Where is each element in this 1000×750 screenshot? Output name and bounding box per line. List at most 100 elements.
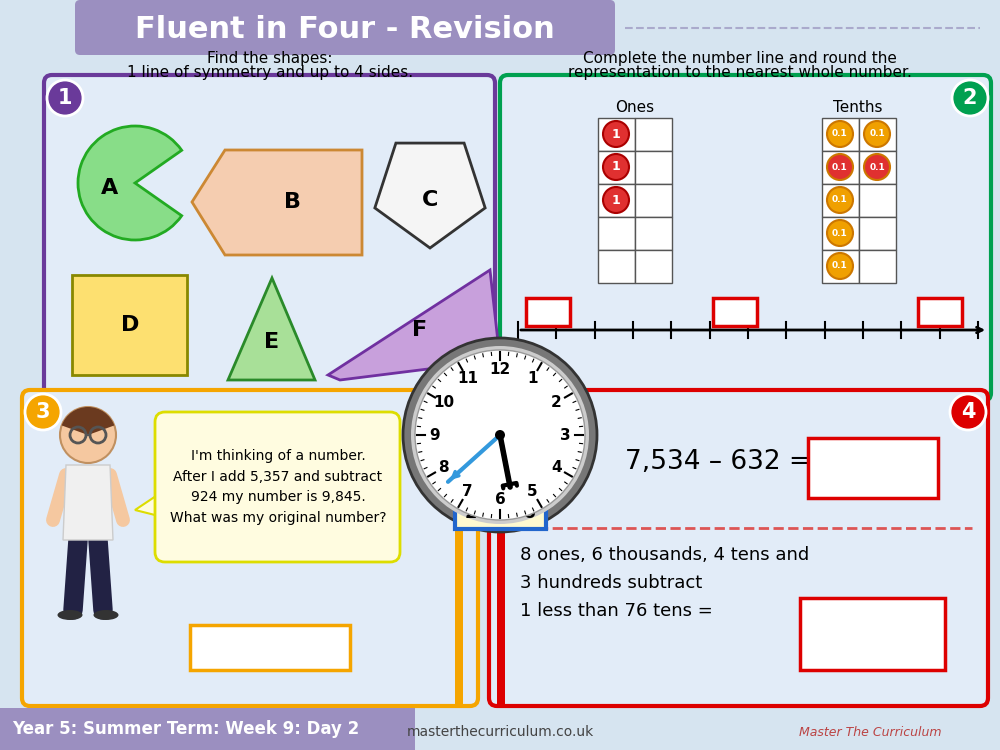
Text: 1 less than 76 tens =: 1 less than 76 tens =: [520, 602, 713, 620]
Bar: [800, 598, 945, 670]
Text: 8: 8: [438, 460, 449, 475]
Circle shape: [827, 220, 853, 246]
FancyBboxPatch shape: [155, 412, 400, 562]
Text: 2: 2: [963, 88, 977, 108]
Text: 4: 4: [551, 460, 562, 475]
Circle shape: [827, 187, 853, 213]
Bar: [859, 250, 896, 283]
Bar: [598, 250, 635, 283]
Circle shape: [403, 338, 597, 532]
Text: 1 line of symmetry and up to 4 sides.: 1 line of symmetry and up to 4 sides.: [127, 65, 413, 80]
Circle shape: [411, 346, 589, 524]
Text: F: F: [412, 320, 428, 340]
Bar: [822, 118, 859, 151]
Text: 6: 6: [495, 493, 505, 508]
Circle shape: [864, 121, 890, 147]
Polygon shape: [328, 270, 500, 380]
Bar: [598, 184, 635, 217]
Text: 0.1: 0.1: [832, 229, 848, 238]
Circle shape: [495, 430, 505, 440]
Bar: [859, 151, 896, 184]
Bar: [635, 217, 672, 250]
Circle shape: [47, 80, 83, 116]
Polygon shape: [192, 150, 362, 255]
Text: 2: 2: [551, 395, 562, 410]
Bar: [455, 497, 546, 529]
Polygon shape: [375, 143, 485, 248]
Circle shape: [603, 154, 629, 180]
Bar: [635, 184, 672, 217]
Bar: [918, 298, 962, 326]
FancyBboxPatch shape: [500, 75, 991, 401]
Bar: [713, 298, 757, 326]
Bar: [598, 118, 635, 151]
Ellipse shape: [58, 610, 82, 620]
Text: 3 hundreds subtract: 3 hundreds subtract: [520, 574, 702, 592]
Circle shape: [415, 350, 585, 520]
Text: 7: 7: [462, 484, 473, 499]
FancyBboxPatch shape: [75, 0, 615, 55]
Bar: [72, 275, 187, 375]
Bar: [598, 217, 635, 250]
Text: 22 to 6: 22 to 6: [465, 504, 535, 522]
Text: 4: 4: [961, 402, 975, 422]
Circle shape: [603, 187, 629, 213]
Wedge shape: [78, 126, 182, 240]
Text: 1: 1: [58, 88, 72, 108]
Text: 0.1: 0.1: [832, 130, 848, 139]
Bar: [822, 184, 859, 217]
Wedge shape: [62, 407, 114, 435]
Text: Ones: Ones: [615, 100, 655, 116]
Bar: [526, 298, 570, 326]
Text: 3: 3: [560, 427, 570, 442]
Bar: [497, 530, 505, 708]
Bar: [822, 217, 859, 250]
Text: 1: 1: [612, 128, 620, 140]
Text: B: B: [284, 192, 300, 212]
Text: D: D: [121, 315, 139, 335]
Bar: [822, 151, 859, 184]
Text: 5: 5: [527, 484, 538, 499]
Text: 1: 1: [612, 194, 620, 206]
Text: 0.1: 0.1: [832, 163, 848, 172]
FancyBboxPatch shape: [489, 390, 988, 706]
Text: 0.1: 0.1: [869, 130, 885, 139]
Circle shape: [60, 407, 116, 463]
Bar: [635, 250, 672, 283]
Bar: [859, 184, 896, 217]
Circle shape: [603, 121, 629, 147]
Text: 0.1: 0.1: [869, 163, 885, 172]
Text: representation to the nearest whole number.: representation to the nearest whole numb…: [568, 65, 912, 80]
Text: 8 ones, 6 thousands, 4 tens and: 8 ones, 6 thousands, 4 tens and: [520, 546, 809, 564]
Polygon shape: [228, 278, 315, 380]
Circle shape: [952, 80, 988, 116]
FancyBboxPatch shape: [22, 390, 478, 706]
Circle shape: [25, 394, 61, 430]
Circle shape: [950, 394, 986, 430]
Text: Find the shapes:: Find the shapes:: [207, 50, 333, 65]
Text: 7,534 – 632 =: 7,534 – 632 =: [625, 449, 811, 475]
Bar: [598, 151, 635, 184]
Bar: [859, 217, 896, 250]
Polygon shape: [135, 488, 175, 520]
Bar: [190, 625, 350, 670]
Text: 1: 1: [527, 371, 538, 386]
Bar: [635, 151, 672, 184]
Circle shape: [827, 121, 853, 147]
Bar: [635, 118, 672, 151]
Text: A: A: [101, 178, 119, 198]
Polygon shape: [63, 465, 113, 540]
Text: Master The Curriculum: Master The Curriculum: [799, 725, 941, 739]
Bar: [808, 438, 938, 498]
Ellipse shape: [94, 610, 119, 620]
Text: 10: 10: [433, 395, 454, 410]
Circle shape: [827, 253, 853, 279]
Text: Tenths: Tenths: [833, 100, 883, 116]
Text: E: E: [264, 332, 280, 352]
Text: 12: 12: [489, 362, 511, 377]
Text: C: C: [422, 190, 438, 210]
Text: Year 5: Summer Term: Week 9: Day 2: Year 5: Summer Term: Week 9: Day 2: [12, 720, 359, 738]
Text: 0.1: 0.1: [832, 196, 848, 205]
FancyBboxPatch shape: [44, 75, 495, 401]
Text: I'm thinking of a number.
After I add 5,357 and subtract
924 my number is 9,845.: I'm thinking of a number. After I add 5,…: [170, 449, 386, 525]
